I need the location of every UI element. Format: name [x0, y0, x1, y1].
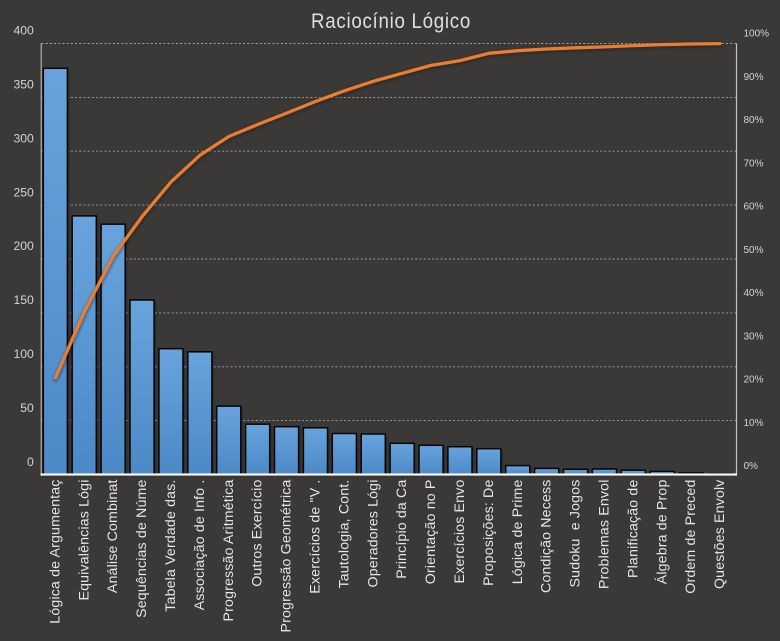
- svg-text:350: 350: [13, 78, 34, 92]
- svg-text:Progressão Aritmética: Progressão Aritmética: [221, 480, 237, 622]
- svg-text:Ordem de Preced: Ordem de Preced: [683, 480, 699, 594]
- svg-text:400: 400: [13, 24, 34, 38]
- svg-text:300: 300: [13, 131, 34, 145]
- svg-text:Progressão Geométrica: Progressão Geométrica: [279, 480, 295, 633]
- svg-text:Orientação no P: Orientação no P: [423, 480, 439, 585]
- svg-text:Associação de Info .: Associação de Info .: [192, 480, 208, 611]
- svg-text:150: 150: [13, 293, 34, 307]
- svg-text:50%: 50%: [744, 245, 764, 256]
- svg-text:100: 100: [13, 347, 34, 361]
- svg-text:70%: 70%: [744, 158, 764, 169]
- svg-text:Análise Combinat: Análise Combinat: [105, 480, 121, 594]
- svg-text:0: 0: [27, 455, 34, 469]
- svg-text:Questões Envolv: Questões Envolv: [712, 479, 728, 589]
- svg-text:Proposições: De: Proposições: De: [481, 480, 497, 586]
- svg-text:40%: 40%: [744, 288, 764, 299]
- svg-text:100%: 100%: [744, 29, 770, 40]
- svg-text:Operadores Lógi: Operadores Lógi: [365, 480, 381, 588]
- svg-text:Princípio da Ca: Princípio da Ca: [394, 480, 410, 579]
- svg-text:Sequências de Núme: Sequências de Núme: [134, 480, 150, 618]
- svg-text:20%: 20%: [744, 375, 764, 386]
- svg-text:Exercícios Envo: Exercícios Envo: [452, 480, 468, 584]
- svg-text:Exercícios de "V .: Exercícios de "V .: [307, 480, 323, 594]
- svg-text:Sudoku e Jogos: Sudoku e Jogos: [568, 480, 584, 588]
- svg-text:30%: 30%: [744, 331, 764, 342]
- svg-text:Equivalências Lógi: Equivalências Lógi: [76, 480, 92, 601]
- svg-text:Álgebra de Prop: Álgebra de Prop: [653, 480, 670, 585]
- svg-text:Tabela Verdade das.: Tabela Verdade das.: [163, 480, 179, 612]
- svg-text:Planificação de: Planificação de: [625, 480, 641, 578]
- svg-text:80%: 80%: [744, 115, 764, 126]
- svg-text:Lógica de Prime: Lógica de Prime: [510, 480, 526, 585]
- svg-text:10%: 10%: [744, 418, 764, 429]
- svg-text:90%: 90%: [744, 72, 764, 83]
- svg-text:Tautologia, Cont.: Tautologia, Cont.: [336, 480, 352, 589]
- svg-text:Raciocínio Lógico: Raciocínio Lógico: [311, 10, 471, 33]
- svg-text:50: 50: [20, 401, 34, 415]
- svg-text:250: 250: [13, 185, 34, 199]
- svg-text:Condição Necess: Condição Necess: [539, 480, 555, 593]
- svg-text:Outros Exercício: Outros Exercício: [250, 480, 266, 587]
- svg-text:200: 200: [13, 239, 34, 253]
- svg-text:Problemas Envol: Problemas Envol: [596, 480, 612, 590]
- svg-text:Lógica de Argumentaç: Lógica de Argumentaç: [47, 480, 63, 624]
- svg-text:0%: 0%: [744, 461, 759, 472]
- svg-text:60%: 60%: [744, 202, 764, 213]
